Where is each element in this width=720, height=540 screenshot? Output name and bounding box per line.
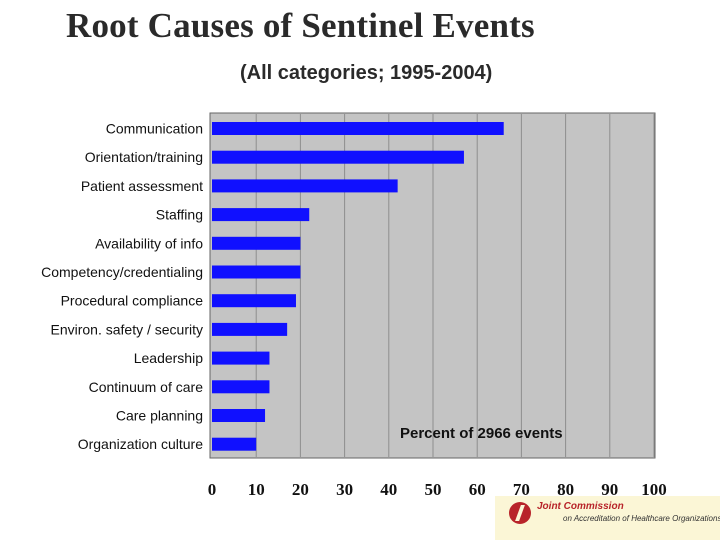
bar bbox=[212, 294, 296, 308]
category-label: Leadership bbox=[134, 350, 203, 366]
bar bbox=[212, 380, 270, 394]
bar bbox=[212, 322, 288, 336]
category-label: Communication bbox=[106, 121, 203, 137]
chart-title: Root Causes of Sentinel Events bbox=[66, 6, 535, 45]
x-tick-label: 20 bbox=[292, 480, 309, 499]
logo-name: Joint Commission bbox=[537, 501, 624, 512]
bar bbox=[212, 437, 257, 451]
bar bbox=[212, 409, 266, 422]
category-label: Availability of info bbox=[95, 235, 203, 251]
category-label: Procedural compliance bbox=[61, 293, 204, 309]
category-label: Organization culture bbox=[78, 436, 204, 452]
x-tick-label: 50 bbox=[425, 480, 442, 499]
category-labels: Communication Orientation/training Patient… bbox=[41, 121, 203, 453]
category-label: Orientation/training bbox=[85, 149, 203, 165]
logo-tagline: on Accreditation of Healthcare Organizat… bbox=[563, 514, 720, 523]
x-tick-label: 10 bbox=[248, 480, 265, 499]
bars bbox=[212, 122, 504, 451]
x-tick-label: 30 bbox=[336, 480, 353, 499]
bar bbox=[212, 208, 310, 222]
bar bbox=[212, 351, 270, 365]
x-tick-label: 100 bbox=[641, 480, 667, 499]
x-tick-label: 80 bbox=[557, 480, 574, 499]
grid-lines bbox=[255, 114, 655, 457]
x-tick-labels: 0 10 20 30 40 50 60 70 80 90 100 bbox=[208, 480, 667, 499]
chart-annotation: Percent of 2966 events bbox=[400, 425, 563, 442]
bar bbox=[212, 150, 464, 164]
joint-commission-emblem-icon bbox=[509, 502, 531, 524]
x-tick-label: 40 bbox=[380, 480, 397, 499]
category-label: Care planning bbox=[116, 408, 203, 424]
category-label: Competency/credentialing bbox=[41, 264, 203, 280]
category-label: Environ. safety / security bbox=[50, 321, 203, 337]
bar bbox=[212, 122, 504, 135]
joint-commission-logo: Joint Commission on Accreditation of Hea… bbox=[495, 496, 720, 540]
bar bbox=[212, 179, 398, 193]
bar bbox=[212, 265, 301, 279]
chart-subtitle: (All categories; 1995-2004) bbox=[240, 62, 493, 84]
category-label: Continuum of care bbox=[89, 379, 204, 395]
bar bbox=[212, 236, 301, 250]
category-label: Patient assessment bbox=[81, 178, 203, 194]
bar-chart: Communication Orientation/training Patient… bbox=[41, 112, 667, 499]
x-tick-label: 70 bbox=[513, 480, 530, 499]
category-label: Staffing bbox=[156, 207, 203, 223]
x-tick-label: 0 bbox=[208, 480, 217, 499]
x-tick-label: 60 bbox=[469, 480, 486, 499]
x-tick-label: 90 bbox=[601, 480, 618, 499]
